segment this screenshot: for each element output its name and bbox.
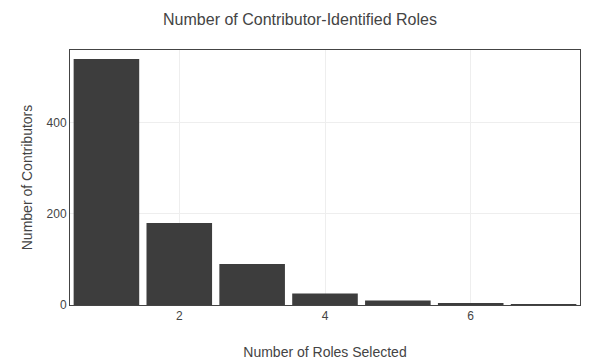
svg-text:2: 2 [176, 309, 183, 323]
svg-text:4: 4 [322, 309, 329, 323]
svg-text:6: 6 [467, 309, 474, 323]
svg-text:0: 0 [60, 298, 67, 312]
svg-text:Number of Contributor-Identifi: Number of Contributor-Identified Roles [163, 11, 437, 28]
svg-text:Number of Contributors: Number of Contributors [19, 105, 35, 251]
svg-text:Number of Roles Selected: Number of Roles Selected [243, 344, 406, 360]
svg-text:400: 400 [47, 116, 67, 130]
svg-text:200: 200 [47, 207, 67, 221]
